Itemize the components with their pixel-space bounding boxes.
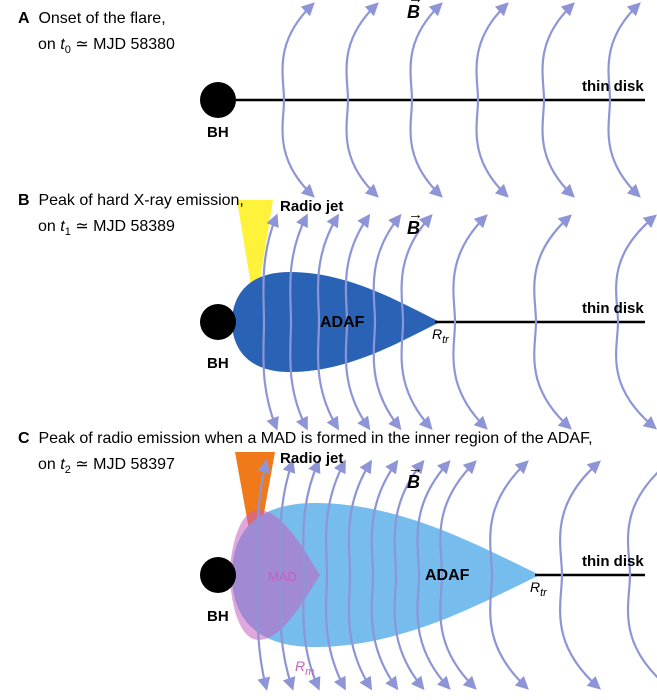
panel-a-bh-label: BH xyxy=(207,124,229,141)
panel-b-jet-label: Radio jet xyxy=(280,198,343,215)
panel-c-thindisk-label: thin disk xyxy=(582,553,644,570)
panel-a-caption-2: on t0 ≃ MJD 58380 xyxy=(38,34,175,56)
panel-b-rtr-label: Rtr xyxy=(432,326,449,346)
panel-c-rtr-label: Rtr xyxy=(530,579,547,599)
panel-b-thindisk-label: thin disk xyxy=(582,300,644,317)
panel-b-caption-1: B Peak of hard X-ray emission, xyxy=(18,192,244,210)
black-hole xyxy=(200,304,236,340)
panel-c-adaf-label: ADAF xyxy=(425,567,469,585)
panel-b-caption-2: on t1 ≃ MJD 58389 xyxy=(38,216,175,238)
panel-c-jet-label: Radio jet xyxy=(280,450,343,467)
panel-b-bh-label: BH xyxy=(207,355,229,372)
panel-c-rm-label: Rm xyxy=(295,658,314,678)
panel-a-caption-1: A Onset of the flare, xyxy=(18,10,166,28)
panel-c-b-label: B→ xyxy=(407,472,420,493)
panel-b-caption-1-text: Peak of hard X-ray emission, xyxy=(38,192,243,209)
panel-a-letter: A xyxy=(18,10,30,27)
panel-c-caption-1: C Peak of radio emission when a MAD is f… xyxy=(18,430,593,448)
panel-c-caption-2: on t2 ≃ MJD 58397 xyxy=(38,454,175,476)
panel-b-adaf-label: ADAF xyxy=(320,314,364,332)
black-hole xyxy=(200,557,236,593)
panel-a-thindisk-label: thin disk xyxy=(582,78,644,95)
panel-b-letter: B xyxy=(18,192,30,209)
panel-a-caption-1-text: Onset of the flare, xyxy=(38,10,165,27)
panel-c-letter: C xyxy=(18,430,30,447)
panel-c-mad-label: MAD xyxy=(268,569,297,584)
panel-b-b-label: B→ xyxy=(407,218,420,239)
black-hole xyxy=(200,82,236,118)
panel-c-bh-label: BH xyxy=(207,608,229,625)
panel-c-caption-1-text: Peak of radio emission when a MAD is for… xyxy=(38,430,592,447)
panel-a-b-label: B→ xyxy=(407,2,420,23)
